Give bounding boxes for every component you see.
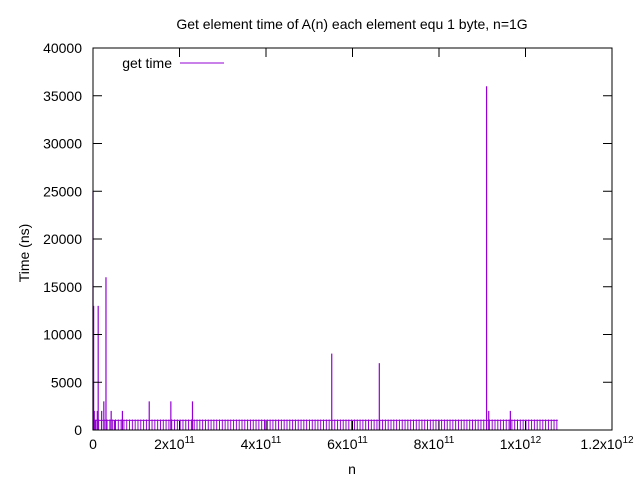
x-tick-label: 0 [89, 436, 97, 452]
y-tick-label: 5000 [51, 374, 82, 390]
chart-title: Get element time of A(n) each element eq… [176, 16, 527, 32]
x-axis-label: n [348, 461, 356, 477]
legend: get time [122, 55, 224, 71]
y-axis-label: Time (ns) [16, 224, 32, 283]
y-tick-label: 15000 [43, 279, 82, 295]
y-tick-label: 25000 [43, 183, 82, 199]
y-tick-label: 10000 [43, 327, 82, 343]
series-layer [92, 86, 558, 430]
y-tick-label: 35000 [43, 88, 82, 104]
y-tick-label: 30000 [43, 136, 82, 152]
legend-label: get time [122, 55, 172, 71]
plot-frame [92, 47, 613, 431]
y-tick-label: 40000 [43, 40, 82, 56]
y-tick-label: 20000 [43, 231, 82, 247]
y-tick-label: 0 [74, 422, 82, 438]
x-tick-label: 1.2x1012 [580, 435, 634, 452]
